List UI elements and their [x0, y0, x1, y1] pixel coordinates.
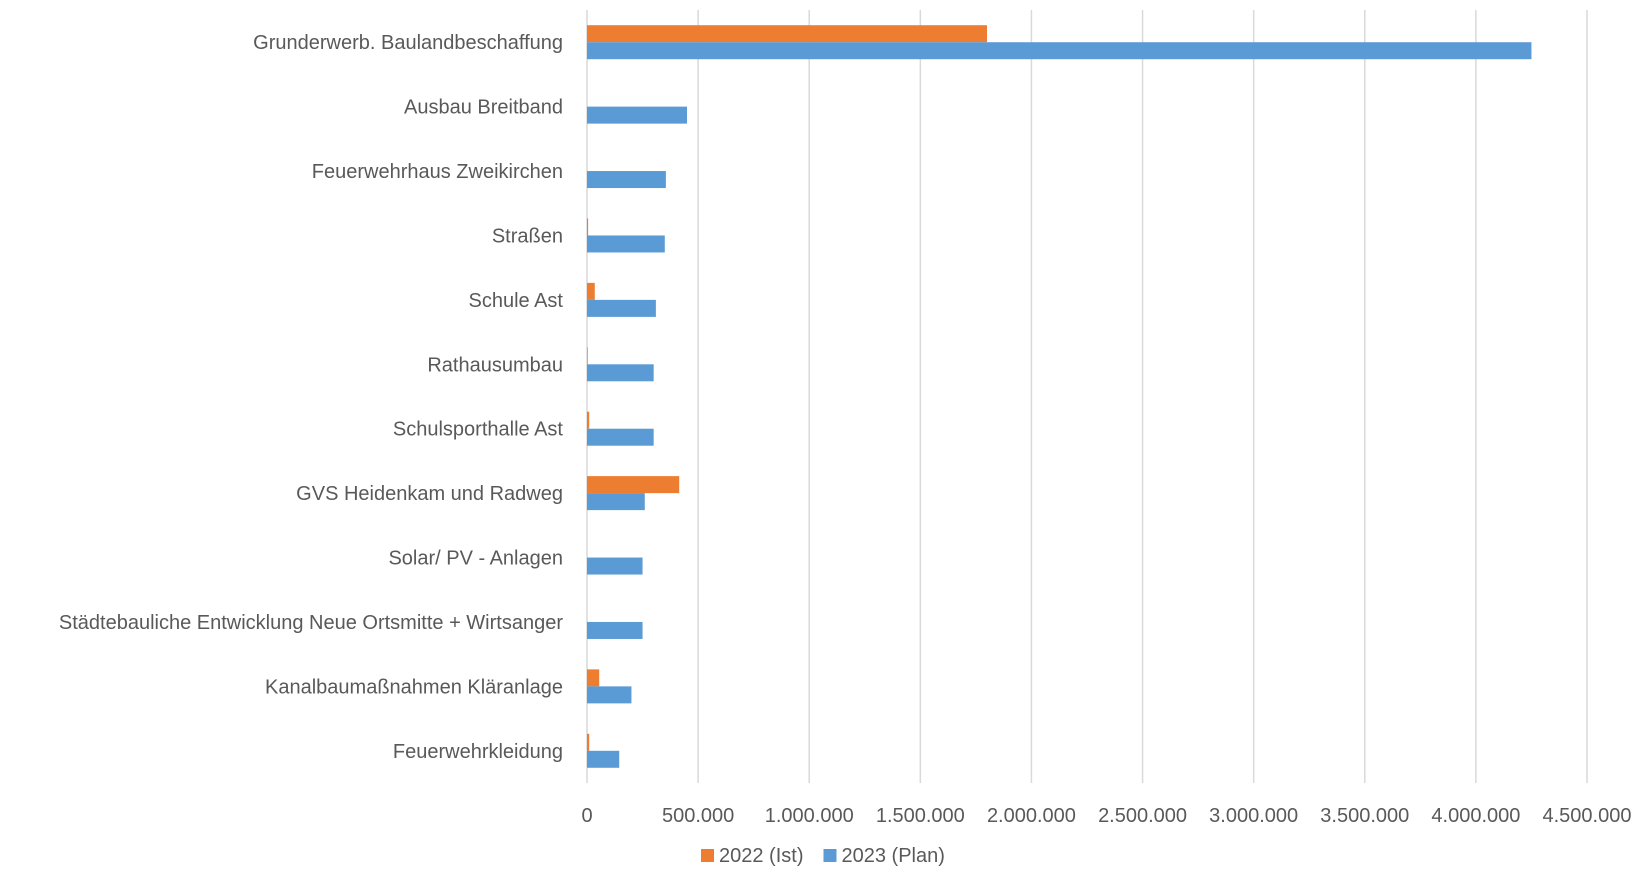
x-tick-label: 4.500.000 — [1543, 805, 1632, 827]
category-label: Solar/ PV - Anlagen — [388, 548, 563, 570]
bar-2023-plan — [587, 686, 632, 704]
bar-2023-plan — [587, 750, 620, 768]
bar-2023-plan — [587, 235, 665, 253]
bar-2023-plan — [587, 171, 666, 189]
bars — [587, 25, 1532, 768]
bar-2023-plan — [587, 621, 643, 639]
legend: 2022 (Ist) 2023 (Plan) — [701, 845, 945, 867]
bar-2022-ist — [587, 411, 590, 429]
bar-2022-ist — [587, 218, 589, 236]
x-tick-label: 2.000.000 — [987, 805, 1076, 827]
bar-2022-ist — [587, 669, 600, 687]
category-label: Schule Ast — [468, 290, 563, 312]
bar-2022-ist — [587, 25, 987, 43]
legend-label: 2022 (Ist) — [719, 845, 803, 867]
category-label: Feuerwehrkleidung — [393, 741, 563, 763]
category-label: Feuerwehrhaus Zweikirchen — [312, 161, 563, 183]
category-label: GVS Heidenkam und Radweg — [296, 483, 563, 505]
x-tick-label: 4.000.000 — [1431, 805, 1520, 827]
category-label: Rathausumbau — [427, 354, 563, 376]
x-tick-label: 3.500.000 — [1320, 805, 1409, 827]
bar-2023-plan — [587, 428, 654, 446]
x-tick-label: 1.500.000 — [876, 805, 965, 827]
x-tick-labels: 0 500.000 1.000.000 1.500.000 2.000.000 2.500… — [581, 805, 1631, 827]
category-label: Ausbau Breitband — [404, 97, 563, 119]
category-label: Kanalbaumaßnahmen Kläranlage — [265, 676, 563, 698]
category-labels: Grunderwerb. Baulandbeschaffung Ausbau Br… — [59, 32, 564, 763]
bar-2022-ist — [587, 733, 590, 751]
category-label: Grunderwerb. Baulandbeschaffung — [253, 32, 563, 54]
bar-2023-plan — [587, 493, 645, 511]
x-tick-label: 1.000.000 — [765, 805, 854, 827]
gridlines — [586, 10, 1588, 783]
bar-2023-plan — [587, 364, 654, 382]
bar-2022-ist — [587, 347, 588, 365]
x-tick-label: 3.000.000 — [1209, 805, 1298, 827]
legend-label: 2023 (Plan) — [841, 845, 944, 867]
category-label: Straßen — [492, 225, 563, 247]
category-label: Schulsporthalle Ast — [393, 419, 564, 441]
bar-2022-ist — [587, 282, 595, 300]
bar-2023-plan — [587, 106, 687, 124]
bar-2023-plan — [587, 299, 656, 317]
bar-2022-ist — [587, 476, 680, 494]
category-label: Städtebauliche Entwicklung Neue Ortsmitt… — [59, 612, 563, 634]
legend-swatch — [823, 849, 837, 862]
legend-swatch — [701, 849, 714, 862]
bar-2023-plan — [587, 42, 1532, 60]
x-tick-label: 2.500.000 — [1098, 805, 1187, 827]
x-tick-label: 0 — [581, 805, 592, 827]
bar-2023-plan — [587, 557, 643, 575]
x-tick-label: 500.000 — [662, 805, 734, 827]
